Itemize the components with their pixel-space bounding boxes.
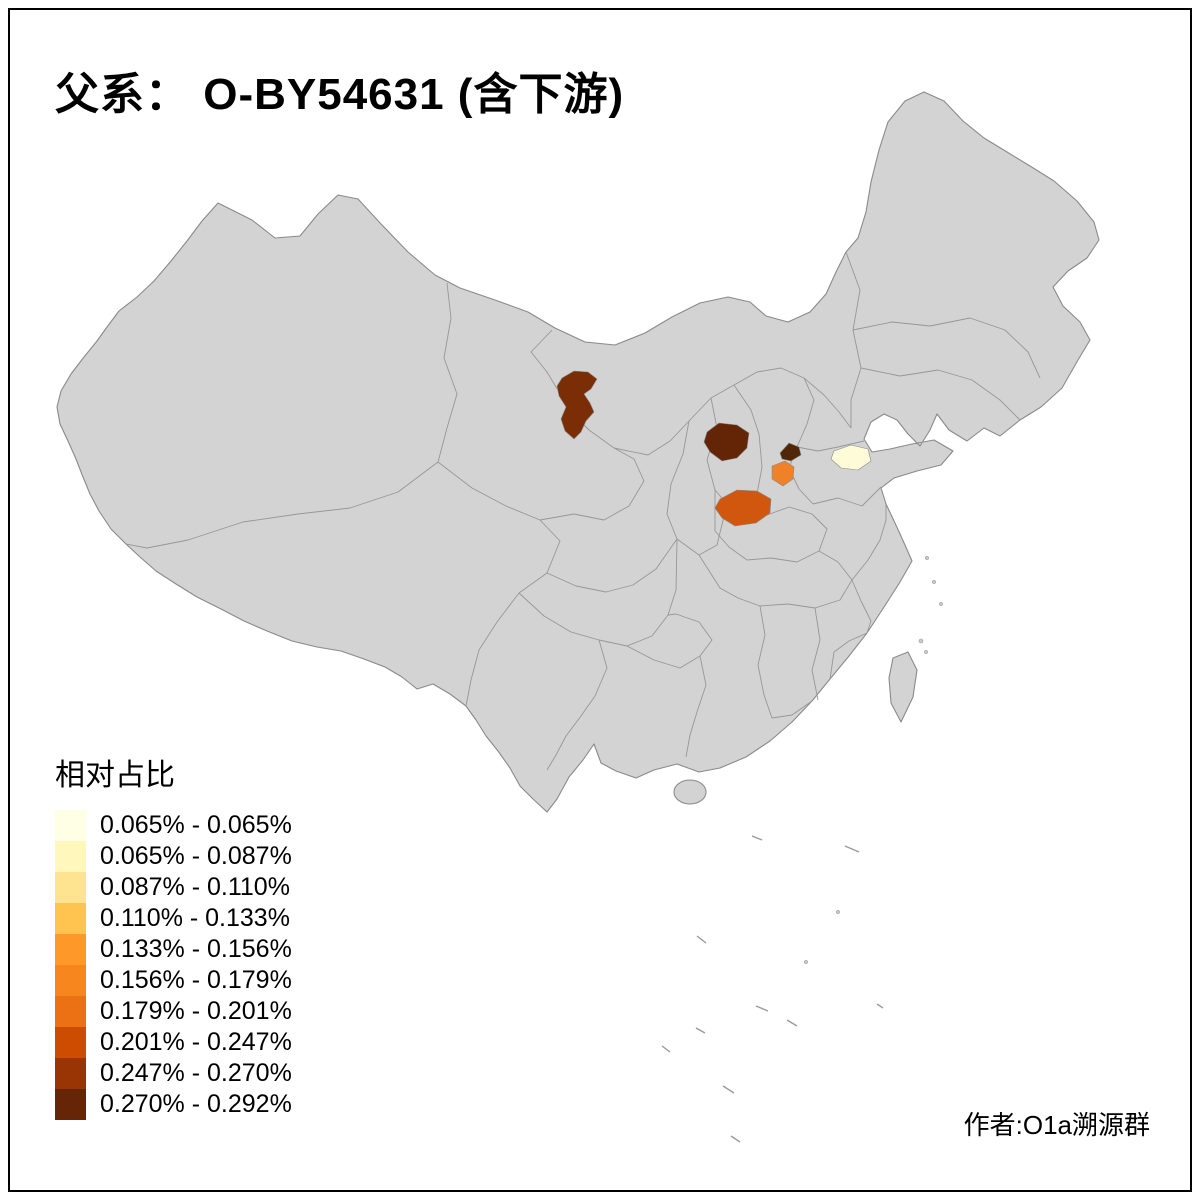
author-credit: 作者:O1a溯源群 — [963, 1110, 1150, 1140]
legend-item: 0.133% - 0.156% — [55, 934, 292, 965]
islands — [673, 556, 943, 805]
legend-label: 0.110% - 0.133% — [100, 904, 290, 932]
legend-swatch — [55, 965, 86, 996]
choropleth-region-shandong — [830, 444, 872, 471]
legend-label: 0.179% - 0.201% — [100, 997, 292, 1025]
legend-item: 0.065% - 0.065% — [55, 810, 292, 841]
choropleth-region-gansu — [556, 370, 598, 440]
legend-label: 0.247% - 0.270% — [100, 1059, 292, 1087]
legend-label: 0.065% - 0.065% — [100, 811, 292, 839]
legend-item: 0.179% - 0.201% — [55, 996, 292, 1027]
legend-item: 0.110% - 0.133% — [55, 903, 292, 934]
choropleth-region-north-henan — [771, 460, 795, 487]
legend-items: 0.065% - 0.065% 0.065% - 0.087% 0.087% -… — [55, 810, 292, 1120]
choropleth-region-west-henan — [714, 489, 772, 527]
legend-label: 0.156% - 0.179% — [100, 966, 292, 994]
legend-item: 0.270% - 0.292% — [55, 1089, 292, 1120]
legend-item: 0.087% - 0.110% — [55, 872, 292, 903]
legend-label: 0.133% - 0.156% — [100, 935, 292, 963]
legend-swatch — [55, 810, 86, 841]
hainan-island — [673, 779, 707, 805]
taiwan-island — [888, 651, 918, 723]
legend-title: 相对占比 — [55, 759, 175, 792]
legend: 相对占比 0.065% - 0.065% 0.065% - 0.087% 0.0… — [55, 750, 292, 1120]
legend-swatch — [55, 872, 86, 903]
legend-item: 0.156% - 0.179% — [55, 965, 292, 996]
choropleth-regions — [556, 370, 872, 527]
legend-swatch — [55, 996, 86, 1027]
legend-swatch — [55, 1027, 86, 1058]
legend-swatch — [55, 934, 86, 965]
legend-swatch — [55, 1089, 86, 1120]
legend-item: 0.247% - 0.270% — [55, 1058, 292, 1089]
china-mainland — [56, 91, 1100, 813]
legend-item: 0.201% - 0.247% — [55, 1027, 292, 1058]
map-title: 父系： O-BY54631 (含下游) — [55, 70, 625, 119]
legend-swatch — [55, 841, 86, 872]
choropleth-region-shanxi — [703, 422, 750, 462]
legend-swatch — [55, 903, 86, 934]
legend-label: 0.270% - 0.292% — [100, 1090, 292, 1118]
south-china-sea-islets — [661, 835, 884, 1143]
legend-item: 0.065% - 0.087% — [55, 841, 292, 872]
legend-label: 0.201% - 0.247% — [100, 1028, 292, 1056]
choropleth-region-se-shanxi — [779, 442, 802, 462]
legend-label: 0.087% - 0.110% — [100, 873, 290, 901]
legend-label: 0.065% - 0.087% — [100, 842, 292, 870]
legend-swatch — [55, 1058, 86, 1089]
